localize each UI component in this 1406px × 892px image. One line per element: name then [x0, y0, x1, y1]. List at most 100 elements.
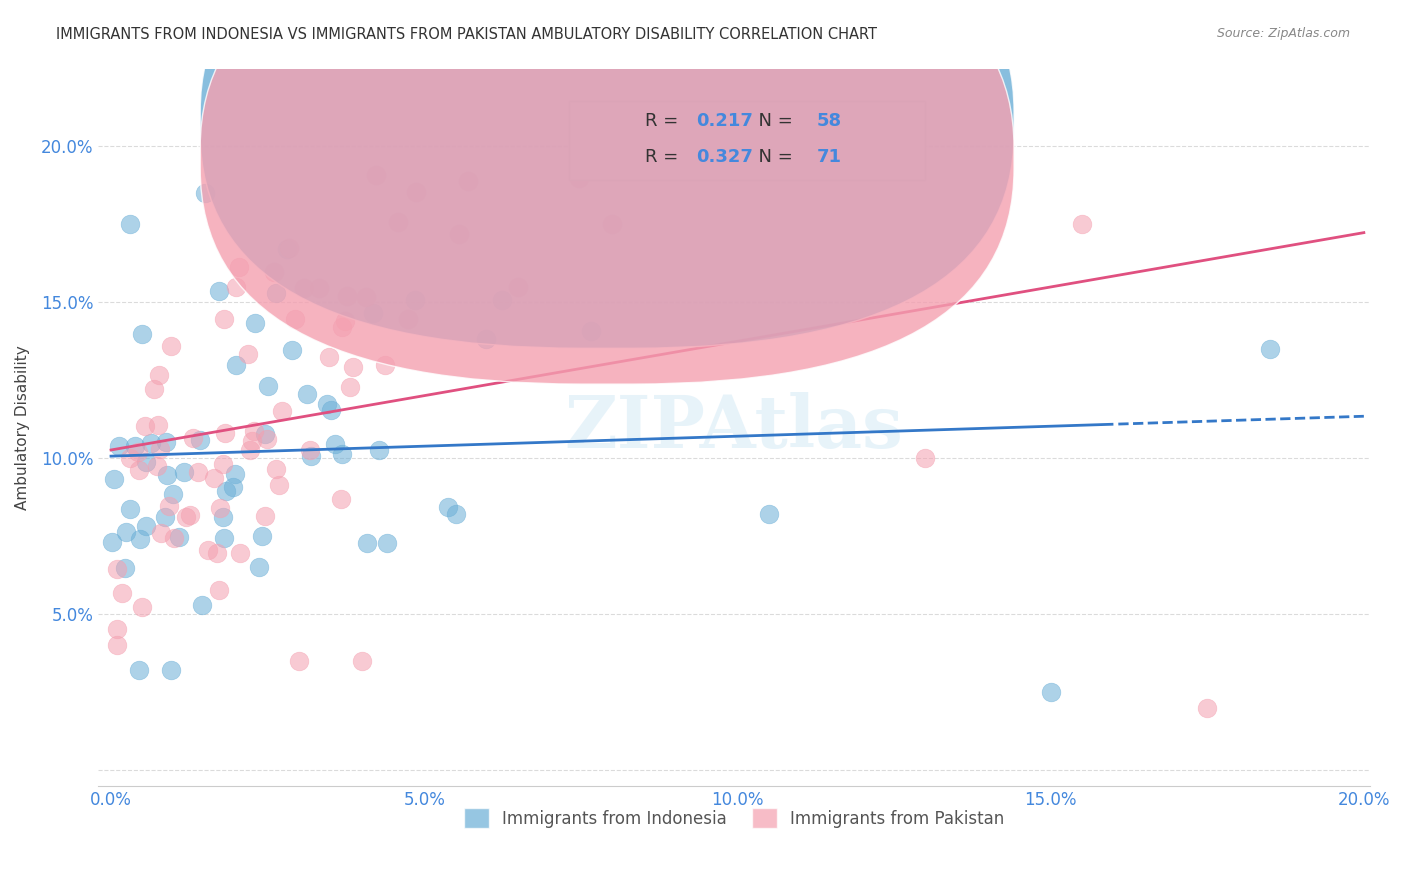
Immigrants from Indonesia: [115, 525, 138, 540]
Immigrants from Indonesia: [243, 316, 266, 330]
Immigrants from Indonesia: [212, 509, 235, 524]
Immigrants from Indonesia: [249, 559, 271, 574]
Immigrants from Indonesia: [118, 218, 141, 232]
FancyBboxPatch shape: [200, 0, 1014, 384]
Immigrants from Indonesia: [153, 509, 176, 524]
Immigrants from Pakistan: [134, 419, 156, 434]
Immigrants from Indonesia: [319, 403, 342, 417]
Immigrants from Indonesia: [316, 396, 339, 410]
Immigrants from Pakistan: [212, 311, 235, 326]
Immigrants from Indonesia: [276, 242, 298, 256]
Immigrants from Indonesia: [1039, 685, 1062, 699]
Immigrants from Indonesia: [491, 293, 513, 307]
Immigrants from Pakistan: [142, 383, 165, 397]
Immigrants from Indonesia: [361, 306, 384, 320]
Immigrants from Pakistan: [1197, 701, 1219, 715]
Immigrants from Pakistan: [263, 265, 285, 279]
Immigrants from Indonesia: [129, 532, 152, 546]
Immigrants from Pakistan: [288, 654, 311, 668]
Immigrants from Pakistan: [350, 654, 373, 668]
Text: ZIPAtlas: ZIPAtlas: [565, 392, 904, 463]
Immigrants from Indonesia: [281, 343, 304, 358]
Immigrants from Pakistan: [225, 280, 247, 294]
Immigrants from Pakistan: [405, 185, 427, 199]
FancyBboxPatch shape: [569, 101, 925, 179]
Immigrants from Indonesia: [100, 535, 122, 549]
Immigrants from Pakistan: [105, 562, 128, 576]
Immigrants from Pakistan: [236, 347, 259, 361]
Immigrants from Pakistan: [342, 360, 364, 375]
Immigrants from Pakistan: [568, 170, 591, 185]
Immigrants from Indonesia: [194, 186, 217, 201]
Immigrants from Pakistan: [354, 290, 377, 304]
Immigrants from Indonesia: [222, 480, 245, 494]
Immigrants from Pakistan: [398, 312, 420, 326]
Immigrants from Indonesia: [1258, 342, 1281, 356]
Immigrants from Pakistan: [120, 450, 142, 465]
Immigrants from Pakistan: [174, 509, 197, 524]
Immigrants from Indonesia: [118, 502, 141, 516]
Immigrants from Pakistan: [128, 463, 150, 477]
Immigrants from Pakistan: [131, 600, 153, 615]
Immigrants from Indonesia: [375, 535, 398, 549]
Immigrants from Pakistan: [308, 281, 330, 295]
Immigrants from Indonesia: [135, 519, 157, 533]
Immigrants from Pakistan: [318, 350, 340, 364]
Immigrants from Indonesia: [758, 508, 780, 522]
Immigrants from Indonesia: [103, 472, 125, 486]
Immigrants from Indonesia: [297, 387, 319, 401]
Immigrants from Pakistan: [1071, 218, 1094, 232]
Immigrants from Pakistan: [162, 531, 184, 545]
Immigrants from Indonesia: [114, 560, 136, 574]
Immigrants from Indonesia: [254, 427, 277, 442]
Immigrants from Pakistan: [212, 457, 235, 471]
Immigrants from Pakistan: [105, 622, 128, 636]
Immigrants from Pakistan: [205, 546, 228, 560]
Immigrants from Pakistan: [111, 586, 134, 600]
Text: Source: ZipAtlas.com: Source: ZipAtlas.com: [1216, 27, 1350, 40]
Immigrants from Indonesia: [162, 487, 184, 501]
Immigrants from Indonesia: [156, 468, 179, 483]
Immigrants from Indonesia: [173, 465, 195, 479]
Immigrants from Pakistan: [197, 543, 219, 558]
Immigrants from Indonesia: [437, 500, 460, 514]
Immigrants from Pakistan: [242, 425, 264, 439]
Immigrants from Indonesia: [212, 531, 235, 545]
Immigrants from Indonesia: [404, 293, 426, 308]
Immigrants from Indonesia: [191, 598, 214, 612]
Immigrants from Indonesia: [188, 433, 211, 447]
Immigrants from Pakistan: [228, 260, 250, 275]
Immigrants from Indonesia: [107, 439, 129, 453]
Immigrants from Pakistan: [149, 526, 172, 541]
Text: 0.217: 0.217: [696, 112, 754, 130]
Immigrants from Pakistan: [229, 546, 252, 560]
Immigrants from Indonesia: [124, 439, 146, 453]
Immigrants from Pakistan: [187, 466, 209, 480]
Immigrants from Indonesia: [474, 332, 496, 346]
Immigrants from Indonesia: [444, 508, 467, 522]
Immigrants from Pakistan: [256, 432, 278, 446]
Immigrants from Indonesia: [160, 663, 183, 677]
Immigrants from Indonesia: [225, 358, 247, 372]
Immigrants from Pakistan: [239, 442, 262, 457]
Text: 0.327: 0.327: [696, 148, 754, 166]
Immigrants from Pakistan: [364, 168, 387, 182]
Immigrants from Pakistan: [284, 312, 307, 326]
Immigrants from Pakistan: [148, 368, 170, 383]
Immigrants from Pakistan: [330, 492, 353, 507]
Text: IMMIGRANTS FROM INDONESIA VS IMMIGRANTS FROM PAKISTAN AMBULATORY DISABILITY CORR: IMMIGRANTS FROM INDONESIA VS IMMIGRANTS …: [56, 27, 877, 42]
Immigrants from Indonesia: [131, 326, 153, 341]
Immigrants from Indonesia: [299, 450, 322, 464]
Text: 58: 58: [817, 112, 842, 130]
Immigrants from Pakistan: [208, 583, 231, 598]
Immigrants from Pakistan: [447, 227, 470, 241]
Immigrants from Pakistan: [278, 241, 301, 255]
Text: N =: N =: [747, 148, 799, 166]
Immigrants from Pakistan: [387, 215, 409, 229]
Immigrants from Pakistan: [149, 442, 172, 457]
Immigrants from Pakistan: [333, 314, 356, 328]
Immigrants from Pakistan: [181, 431, 204, 445]
Immigrants from Indonesia: [139, 436, 162, 450]
Immigrants from Indonesia: [368, 443, 391, 458]
Immigrants from Pakistan: [240, 434, 263, 448]
